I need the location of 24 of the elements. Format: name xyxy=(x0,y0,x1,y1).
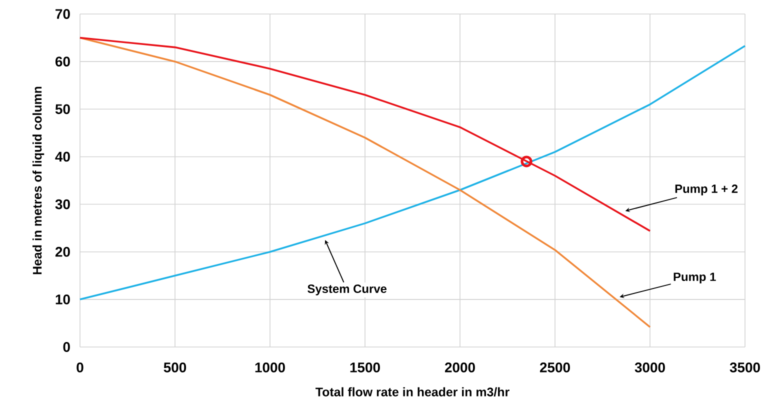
annotation: Pump 1 + 2 xyxy=(675,184,738,196)
y-axis-title: Head in metres of liquid column xyxy=(32,86,44,274)
line-series xyxy=(79,44,746,300)
annotation: System Curve xyxy=(308,284,387,296)
x-tick-label: 2500 xyxy=(540,362,570,372)
x-tick-label: 3000 xyxy=(634,362,665,372)
x-tick-label: 0 xyxy=(76,362,84,372)
x-axis-title: Total flow rate in header in m3/hr xyxy=(316,387,510,397)
y-tick-label: 50 xyxy=(55,104,70,114)
y-tick-label: 60 xyxy=(55,56,70,67)
x-tick-label: 500 xyxy=(164,362,186,372)
y-tick-label: 40 xyxy=(55,152,70,162)
annotation: Pump 1 xyxy=(674,272,716,284)
x-tick-label: 1000 xyxy=(255,362,285,372)
y-tick-label: 70 xyxy=(56,9,70,19)
y-tick-label: 30 xyxy=(55,199,70,210)
line-series xyxy=(79,36,651,232)
x-tick-label: 2000 xyxy=(444,362,475,372)
line-series xyxy=(79,36,651,328)
y-tick-label: 20 xyxy=(55,246,70,257)
x-tick-label: 3500 xyxy=(730,362,760,372)
y-tick-label: 10 xyxy=(56,294,70,304)
y-tick-label: 0 xyxy=(63,342,70,352)
x-tick-label: 1500 xyxy=(350,362,380,372)
